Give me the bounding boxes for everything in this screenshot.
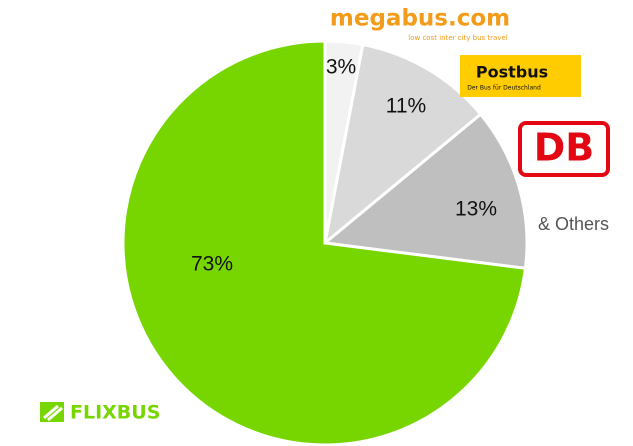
slice-label: 3% bbox=[326, 56, 356, 79]
slice-label: 11% bbox=[386, 95, 426, 118]
pie-slice bbox=[321, 112, 529, 270]
megabus-logo: megabus.com bbox=[330, 6, 510, 32]
megabus-tagline: low cost inter city bus travel bbox=[408, 34, 507, 42]
db-logo-frame bbox=[518, 121, 610, 177]
flixbus-logo: FLIXBUS bbox=[70, 402, 160, 424]
postbus-tagline: Der Bus für Deutschland bbox=[467, 85, 541, 92]
slice-label: 13% bbox=[455, 198, 497, 221]
others-label: & Others bbox=[538, 214, 609, 234]
flixbus-icon bbox=[40, 402, 64, 422]
slice-label: 73% bbox=[191, 253, 233, 276]
pie bbox=[121, 39, 529, 446]
pie-slice bbox=[121, 39, 528, 446]
postbus-logo-bg bbox=[460, 55, 581, 97]
pie-slice bbox=[322, 42, 483, 247]
postbus-logo: Postbus bbox=[476, 63, 548, 82]
db-logo: DB bbox=[534, 126, 595, 170]
